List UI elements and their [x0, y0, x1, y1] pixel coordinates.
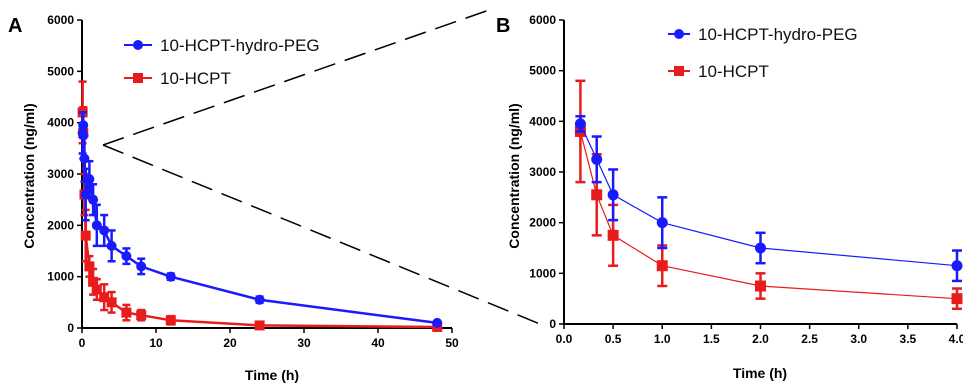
- panel-a-point-peg: [99, 225, 110, 236]
- panel-a-x-tick-label: 20: [223, 336, 237, 350]
- panel-b-marks: [574, 79, 963, 311]
- panel-a-point-hcpt: [136, 310, 147, 321]
- panel-b-y-tick-label: 3000: [529, 165, 556, 179]
- panel-b-legend-label-hcpt: 10-HCPT: [698, 62, 769, 81]
- panel-a-point-hcpt: [254, 320, 265, 331]
- panel-a-label: A: [8, 15, 22, 37]
- panel-b-legend-marker-peg: [674, 29, 684, 39]
- panel-b-series-line-hcpt: [579, 131, 958, 300]
- panel-a-x-tick-label: 10: [149, 336, 163, 350]
- panel-b-point-peg: [591, 153, 603, 165]
- panel-a-point-peg: [91, 220, 102, 231]
- panel-b: B 0 1000 2000 3000 4000 5000 6000 0.0 0.5 1.0 1.5 2…: [496, 13, 963, 381]
- panel-b-point-hcpt: [755, 280, 766, 292]
- panel-a-marks: [77, 80, 443, 332]
- panel-b-y-tick-label: 6000: [529, 13, 556, 27]
- panel-b-y-tick-label: 2000: [529, 216, 556, 230]
- panel-a-x-tick-label: 50: [445, 336, 459, 350]
- panel-b-x-tick-label: 3.5: [900, 332, 917, 346]
- panel-b-legend-marker-hcpt: [674, 66, 684, 76]
- panel-b-series-line-peg: [579, 123, 958, 267]
- panel-a-series-line-peg: [81, 125, 438, 325]
- panel-a-point-hcpt: [99, 292, 110, 303]
- panel-a-ticks: 0 1000 2000 3000 4000 5000 6000 0 10 20 30 40 50: [47, 13, 459, 350]
- panel-a-y-tick-label: 5000: [47, 64, 74, 78]
- panel-b-y-tick-label: 4000: [529, 114, 556, 128]
- panel-a-point-peg: [136, 261, 147, 272]
- panel-a-point-hcpt: [80, 230, 91, 241]
- panel-b-x-tick-label: 4.0: [949, 332, 963, 346]
- panel-a-point-peg: [106, 240, 117, 251]
- panel-a-point-hcpt: [165, 315, 176, 326]
- panel-b-point-hcpt: [607, 229, 619, 241]
- panel-b-x-tick-label: 0.5: [605, 332, 622, 346]
- panel-a-point-hcpt: [88, 276, 99, 287]
- panel-a-y-tick-label: 2000: [47, 218, 74, 232]
- panel-b-legend: 10-HCPT-hydro-PEG 10-HCPT: [668, 25, 858, 81]
- panel-b-point-hcpt: [951, 293, 963, 305]
- zoom-guide-lines: [102, 8, 541, 325]
- panel-a-legend: 10-HCPT-hydro-PEG 10-HCPT: [124, 36, 320, 88]
- panel-b-point-hcpt: [656, 260, 668, 272]
- panel-a-point-peg: [84, 174, 95, 185]
- zoom-guide-lower: [102, 144, 541, 325]
- panel-a-point-hcpt: [84, 261, 95, 272]
- panel-b-x-tick-label: 1.0: [654, 332, 671, 346]
- panel-a-point-peg: [121, 251, 132, 262]
- panel-b-x-tick-label: 1.5: [703, 332, 720, 346]
- panel-a-y-tick-label: 4000: [47, 116, 74, 130]
- panel-a-x-tick-label: 30: [297, 336, 311, 350]
- panel-b-y-axis-label: Concentration (ng/ml): [506, 103, 522, 248]
- panel-b-y-tick-label: 0: [549, 317, 556, 331]
- panel-a-point-hcpt: [121, 307, 132, 318]
- panel-b-ticks: 0 1000 2000 3000 4000 5000 6000 0.0 0.5 1.0 1.5 2.0…: [529, 13, 963, 346]
- panel-a-y-tick-label: 6000: [47, 13, 74, 27]
- panel-b-x-tick-label: 3.0: [850, 332, 867, 346]
- panel-a-point-peg: [88, 194, 99, 205]
- panel-b-point-peg: [755, 242, 766, 254]
- panel-a-y-tick-label: 1000: [47, 270, 74, 284]
- panel-b-y-tick-label: 1000: [529, 266, 556, 280]
- panel-a-point-hcpt: [91, 284, 102, 295]
- panel-b-x-axis-label: Time (h): [733, 365, 787, 381]
- panel-a-y-axis-label: Concentration (ng/ml): [21, 103, 37, 248]
- panel-b-x-tick-label: 2.0: [752, 332, 769, 346]
- panel-a-legend-marker-peg: [133, 40, 143, 50]
- panel-b-point-peg: [951, 260, 963, 272]
- panel-b-legend-label-peg: 10-HCPT-hydro-PEG: [698, 25, 858, 44]
- panel-a-legend-label-peg: 10-HCPT-hydro-PEG: [160, 36, 320, 55]
- panel-b-point-peg: [574, 118, 586, 130]
- panel-a-y-tick-label: 0: [67, 321, 74, 335]
- panel-a-y-tick-label: 3000: [47, 167, 74, 181]
- panel-a-legend-label-hcpt: 10-HCPT: [160, 69, 231, 88]
- zoom-guide-upper: [102, 8, 493, 146]
- panel-b-point-peg: [607, 189, 619, 201]
- panel-a-x-tick-label: 0: [79, 336, 86, 350]
- panel-a-point-peg: [165, 271, 176, 282]
- panel-a-x-axis-label: Time (h): [245, 367, 299, 383]
- panel-b-point-hcpt: [591, 189, 603, 201]
- panel-a-point-hcpt: [106, 297, 117, 308]
- panel-a-point-peg: [254, 294, 265, 305]
- panel-a: A 0 1000 2000 3000 4000 5000 6000 0 10 20 30 40 50 C…: [8, 13, 459, 383]
- panel-b-label: B: [496, 15, 510, 37]
- panel-a-point-peg: [432, 317, 443, 328]
- panel-a-x-tick-label: 40: [371, 336, 385, 350]
- panel-b-point-peg: [656, 217, 668, 229]
- panel-b-x-tick-label: 0.0: [556, 332, 573, 346]
- panel-b-y-tick-label: 5000: [529, 64, 556, 78]
- panel-b-x-tick-label: 2.5: [801, 332, 818, 346]
- panel-a-legend-marker-hcpt: [133, 73, 143, 83]
- panel-a-point-peg: [78, 120, 89, 131]
